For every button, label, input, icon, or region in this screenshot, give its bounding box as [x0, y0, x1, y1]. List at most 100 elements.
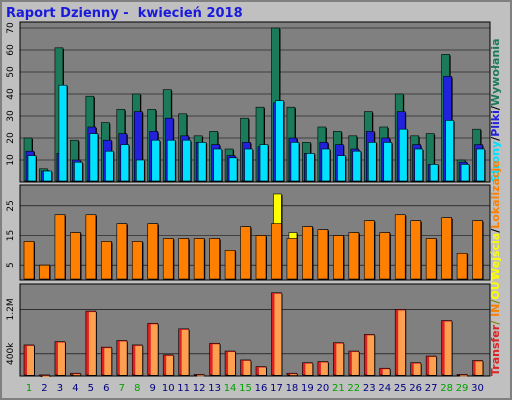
- bar-strony-day-19: [306, 153, 315, 182]
- x-tick-label-day: 20: [316, 383, 329, 394]
- chart-panel-3: [19, 283, 491, 377]
- bar-transfer-in-day-20: [320, 362, 328, 375]
- y-tick-label: 30: [6, 110, 16, 122]
- x-tick-label-day: 6: [103, 383, 109, 394]
- bar-lokalizacje-day-23: [363, 220, 375, 280]
- bar-lokalizacje-day-3: [54, 214, 66, 280]
- bar-lokalizacje-day-27: [425, 238, 437, 280]
- bar-lokalizacje-day-21: [333, 235, 344, 280]
- bar-lokalizacje-day-28: [441, 217, 452, 280]
- legend-item: Lokalizacje: [489, 160, 502, 228]
- bar-lokalizacje-day-26: [410, 220, 421, 280]
- x-tick-label-day: 24: [378, 383, 391, 394]
- bar-lokalizacje-day-8: [131, 241, 143, 280]
- bar-strony-day-3: [58, 84, 68, 182]
- legend-1: Strony/Pliki/Wywołania: [489, 39, 502, 183]
- bar-strony-day-16: [259, 144, 269, 182]
- bar-transfer-in-day-15: [243, 360, 251, 375]
- bar-transfer-in-day-28: [444, 321, 452, 375]
- bar-transfer-in-day-4: [73, 374, 81, 376]
- bar-lokalizacje-day-2: [39, 264, 50, 280]
- x-tick-label-day: 29: [456, 383, 469, 394]
- bar-transfer-in-day-29: [460, 375, 468, 377]
- legend-2: Wejścia/Lokalizacje: [489, 160, 502, 280]
- bar-strony-day-17: [275, 100, 284, 182]
- bar-lokalizacje-day-10: [162, 238, 174, 280]
- x-tick-label-day: 18: [286, 383, 299, 394]
- bar-transfer-in-day-21: [336, 343, 344, 375]
- bar-strony-day-26: [414, 148, 423, 182]
- bar-transfer-in-day-27: [429, 357, 437, 375]
- bar-strony-day-30: [476, 148, 485, 182]
- bar-strony-day-22: [352, 150, 362, 182]
- bar-lokalizacje-day-7: [116, 223, 128, 280]
- legend-separator: /: [489, 136, 502, 141]
- x-tick-label-day: 4: [72, 383, 78, 394]
- x-tick-label-day: 15: [239, 383, 252, 394]
- bar-strony-day-13: [213, 148, 222, 182]
- bar-transfer-in-day-2: [42, 375, 50, 377]
- bar-strony-day-6: [105, 150, 114, 182]
- bar-lokalizacje-day-29: [456, 253, 468, 280]
- bar-strony-day-1: [27, 155, 37, 182]
- bar-strony-day-29: [460, 164, 470, 182]
- bar-strony-day-12: [197, 142, 207, 182]
- legend-separator: /: [489, 105, 502, 110]
- x-tick-label-day: 12: [193, 383, 206, 394]
- bar-transfer-in-day-24: [382, 369, 390, 375]
- bar-lokalizacje-day-18: [286, 238, 298, 280]
- y-tick-label: 70: [6, 22, 16, 34]
- bar-transfer-in-day-16: [259, 367, 266, 375]
- x-tick-label-day: 13: [208, 383, 221, 394]
- bar-transfer-in-day-25: [398, 310, 406, 375]
- bar-lokalizacje-day-4: [70, 232, 81, 280]
- x-tick-label-day: 1: [26, 383, 32, 394]
- x-tick-label-day: 27: [425, 383, 438, 394]
- x-tick-label-day: 7: [119, 383, 125, 394]
- bar-lokalizacje-day-9: [147, 223, 159, 280]
- bar-lokalizacje-day-24: [379, 232, 391, 280]
- bar-strony-day-15: [244, 148, 253, 182]
- bar-transfer-in-day-13: [212, 344, 220, 375]
- bar-transfer-in-day-1: [27, 345, 34, 375]
- x-tick-label-day: 11: [177, 383, 190, 394]
- bar-strony-day-9: [151, 139, 161, 182]
- y-tick-label: 15: [6, 230, 16, 241]
- legend-item: Pliki: [489, 110, 502, 137]
- legend-item: Wywołania: [489, 39, 502, 107]
- bar-lokalizacje-day-1: [23, 241, 35, 280]
- bar-strony-day-24: [383, 142, 393, 182]
- bar-transfer-in-day-6: [104, 348, 112, 375]
- bar-strony-day-2: [43, 170, 52, 182]
- x-tick-label-day: 8: [134, 383, 140, 394]
- bar-lokalizacje-day-14: [224, 250, 236, 280]
- bar-lokalizacje-day-13: [209, 238, 220, 280]
- bar-lokalizacje-day-22: [348, 232, 360, 280]
- x-tick-label-day: 25: [394, 383, 407, 394]
- legend-item: Transfer: [489, 324, 502, 376]
- y-tick-label: 400k: [6, 342, 16, 365]
- bar-strony-day-10: [166, 139, 176, 182]
- bar-strony-day-18: [290, 142, 300, 182]
- x-tick-label-day: 23: [363, 383, 376, 394]
- y-tick-label: 40: [6, 88, 16, 100]
- bar-transfer-in-day-5: [88, 312, 96, 375]
- bar-strony-day-27: [429, 164, 439, 182]
- y-tick-label: 60: [6, 44, 16, 56]
- bar-strony-day-4: [74, 161, 83, 182]
- bar-transfer-in-day-8: [135, 345, 143, 375]
- bar-lokalizacje-day-17: [271, 223, 282, 280]
- bar-transfer-in-day-7: [119, 341, 127, 375]
- bar-strony-day-5: [89, 133, 99, 182]
- legend-separator: /: [489, 320, 502, 325]
- bar-strony-day-11: [182, 139, 191, 182]
- y-tick-label: 5: [6, 262, 16, 268]
- x-tick-label-day: 30: [471, 383, 484, 394]
- bar-lokalizacje-day-6: [101, 241, 112, 280]
- y-tick-label: 50: [6, 66, 16, 78]
- x-tick-label-day: 17: [270, 383, 283, 394]
- bar-strony-day-7: [120, 144, 130, 182]
- x-tick-label-day: 22: [347, 383, 360, 394]
- bar-transfer-in-day-23: [367, 335, 375, 375]
